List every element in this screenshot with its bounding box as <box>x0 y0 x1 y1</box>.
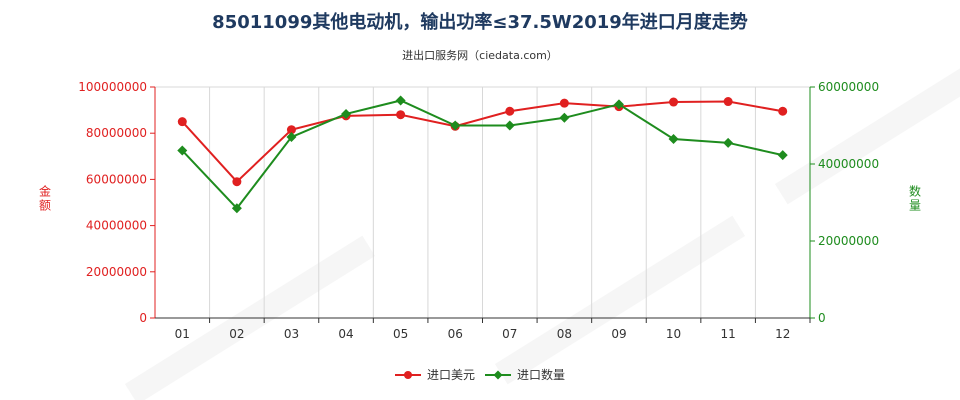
data-point <box>341 108 352 119</box>
x-tick-label: 11 <box>720 327 735 341</box>
data-point <box>177 117 187 127</box>
data-point <box>231 203 242 214</box>
left-axis-label-char: 金 <box>39 184 51 199</box>
data-point <box>668 133 679 144</box>
x-tick-label: 08 <box>557 327 572 341</box>
right-tick-label: 20000000 <box>818 234 879 248</box>
left-axis-label-char: 额 <box>39 199 51 213</box>
legend-label: 进口数量 <box>517 367 565 382</box>
data-point <box>559 98 569 108</box>
data-point <box>613 99 624 110</box>
x-tick-label: 06 <box>448 327 463 341</box>
x-tick-label: 03 <box>284 327 299 341</box>
data-point <box>559 112 570 123</box>
x-tick-label: 02 <box>229 327 244 341</box>
right-axis-label-char: 数 <box>909 184 921 199</box>
x-tick-label: 01 <box>175 327 190 341</box>
x-tick-label: 05 <box>393 327 408 341</box>
x-tick-label: 10 <box>666 327 681 341</box>
left-tick-label: 80000000 <box>86 126 147 140</box>
left-tick-label: 100000000 <box>78 80 147 94</box>
data-point <box>723 97 733 107</box>
right-axis-label: 数量 <box>909 184 921 213</box>
grid-lines <box>154 86 811 318</box>
left-tick-label: 0 <box>139 311 147 325</box>
left-tick-label: 40000000 <box>86 219 147 233</box>
data-point <box>395 95 406 106</box>
left-axis-label: 金额 <box>39 184 51 213</box>
left-tick-label: 60000000 <box>86 172 147 186</box>
data-point <box>177 145 188 156</box>
watermark-band <box>774 35 960 205</box>
watermark-band <box>494 215 746 385</box>
right-tick-label: 60000000 <box>818 80 879 94</box>
data-point <box>450 120 461 131</box>
series-layer <box>177 95 788 214</box>
axes: 0 20000000 40000000 60000000 80000000 1000000… <box>39 80 921 341</box>
data-point <box>232 177 242 187</box>
watermark <box>124 35 960 400</box>
data-point <box>286 125 296 135</box>
series-line-1 <box>181 100 783 184</box>
x-tick-label: 12 <box>775 327 790 341</box>
chart-title: 85011099其他电动机，输出功率≤37.5W2019年进口月度走势 <box>212 12 748 33</box>
legend-marker <box>404 371 412 379</box>
series-line-2 <box>181 99 783 210</box>
legend: 进口美元 进口数量 <box>395 367 565 382</box>
data-point <box>504 120 515 131</box>
data-point <box>777 150 788 161</box>
watermark-band <box>124 235 376 400</box>
data-point <box>723 137 734 148</box>
chart-subtitle: 进出口服务网（ciedata.com） <box>402 49 558 62</box>
data-point <box>286 132 297 143</box>
right-axis-label-char: 量 <box>909 199 921 213</box>
right-tick-label: 40000000 <box>818 157 879 171</box>
x-tick-label: 07 <box>502 327 517 341</box>
left-tick-label: 20000000 <box>86 265 147 279</box>
data-point <box>669 97 679 107</box>
legend-marker <box>493 370 503 380</box>
right-tick-label: 0 <box>818 311 826 325</box>
data-point <box>396 110 406 120</box>
data-point <box>778 106 788 116</box>
x-tick-label: 09 <box>611 327 626 341</box>
x-tick-label: 04 <box>338 327 353 341</box>
legend-label: 进口美元 <box>427 368 475 382</box>
data-point <box>505 106 515 116</box>
